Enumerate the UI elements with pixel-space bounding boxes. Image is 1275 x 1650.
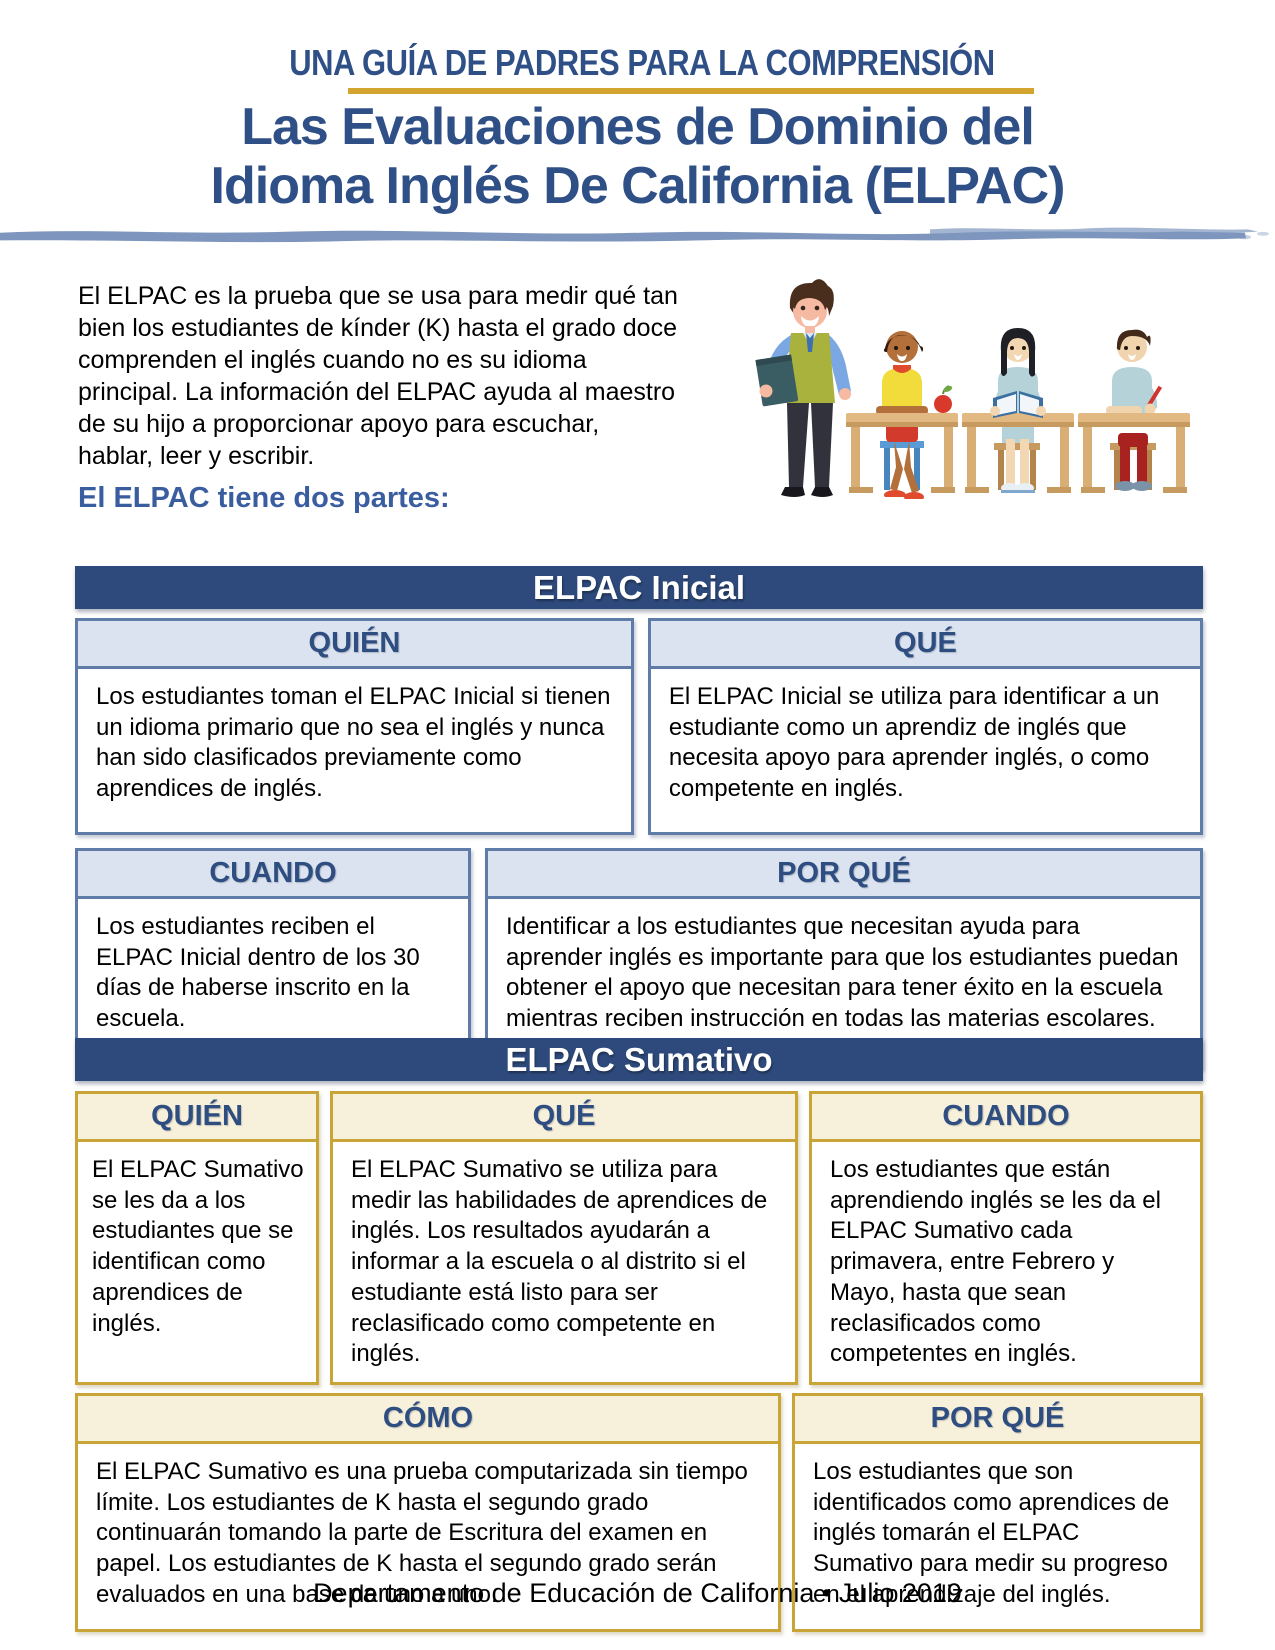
sumativo-cuando-cell: CUANDO Los estudiantes que están aprendi… (809, 1091, 1203, 1386)
sumativo-cuando-body: Los estudiantes que están aprendiendo in… (830, 1156, 1168, 1368)
sumativo-porque-cell: POR QUÉ Los estudiantes que son identifi… (792, 1393, 1203, 1633)
inicial-title-bar: ELPAC Inicial (75, 566, 1203, 609)
inicial-cuando-body: Los estudiantes reciben el ELPAC Inicial… (96, 913, 427, 1033)
classroom-illustration (755, 279, 1190, 502)
sumativo-row-2: CÓMO El ELPAC Sumativo es una prueba com… (75, 1393, 1203, 1633)
sumativo-quien-cell: QUIÉN El ELPAC Sumativo se les da a los … (75, 1091, 319, 1386)
brushstroke-divider (0, 227, 1269, 243)
title-line-2: Idioma Inglés De California (ELPAC) (210, 156, 1066, 215)
inicial-porque-cell: POR QUÉ Identificar a los estudiantes qu… (485, 848, 1203, 1069)
two-parts-heading: El ELPAC tiene dos partes: (78, 482, 450, 514)
sumativo-que-header: QUÉ (333, 1094, 795, 1142)
page-title: Las Evaluaciones de Dominio del Idioma I… (0, 98, 1275, 216)
inicial-que-body: El ELPAC Inicial se utiliza para identif… (668, 683, 1167, 803)
inicial-porque-header: POR QUÉ (488, 851, 1200, 899)
inicial-row-1: QUIÉN Los estudiantes toman el ELPAC Ini… (75, 618, 1203, 835)
inicial-quien-body: Los estudiantes toman el ELPAC Inicial s… (96, 683, 618, 803)
section-elpac-inicial: ELPAC Inicial QUIÉN Los estudiantes toma… (75, 566, 1203, 1069)
inicial-cuando-header: CUANDO (78, 851, 468, 899)
teacher-figure (755, 279, 851, 497)
sumativo-porque-header: POR QUÉ (795, 1396, 1200, 1445)
sumativo-quien-body: El ELPAC Sumativo se les da a los estudi… (92, 1156, 311, 1337)
sumativo-quien-header: QUIÉN (78, 1094, 316, 1142)
student-at-desk-1 (846, 331, 958, 502)
footer-text: Departamento de Educación de California … (313, 1578, 962, 1608)
inicial-que-header: QUÉ (650, 621, 1200, 669)
student-at-desk-3 (1078, 329, 1190, 493)
kicker: UNA GUÍA DE PADRES PARA LA COMPRENSIÓN (289, 42, 995, 83)
inicial-quien-header: QUIÉN (78, 621, 631, 669)
inicial-que-cell: QUÉ El ELPAC Inicial se utiliza para ide… (647, 618, 1203, 835)
inicial-quien-cell: QUIÉN Los estudiantes toman el ELPAC Ini… (75, 618, 634, 835)
inicial-porque-body: Identificar a los estudiantes que necesi… (506, 913, 1186, 1033)
section-elpac-sumativo: ELPAC Sumativo QUIÉN El ELPAC Sumativo s… (75, 1038, 1203, 1633)
gold-rule (348, 88, 1034, 94)
sumativo-que-body: El ELPAC Sumativo se utiliza para medir … (351, 1156, 774, 1368)
title-line-1: Las Evaluaciones de Dominio del (241, 98, 1035, 156)
sumativo-title-bar: ELPAC Sumativo (75, 1038, 1203, 1081)
student-at-desk-2 (962, 328, 1074, 493)
sumativo-porque-body: Los estudiantes que son identificados co… (813, 1458, 1176, 1608)
sumativo-cuando-header: CUANDO (812, 1094, 1200, 1142)
inicial-row-2: CUANDO Los estudiantes reciben el ELPAC … (75, 848, 1203, 1069)
inicial-cuando-cell: CUANDO Los estudiantes reciben el ELPAC … (75, 848, 471, 1069)
intro-paragraph: El ELPAC es la prueba que se usa para me… (78, 282, 678, 470)
sumativo-como-cell: CÓMO El ELPAC Sumativo es una prueba com… (75, 1393, 781, 1633)
sumativo-que-cell: QUÉ El ELPAC Sumativo se utiliza para me… (330, 1091, 798, 1386)
sumativo-row-1: QUIÉN El ELPAC Sumativo se les da a los … (75, 1091, 1203, 1386)
sumativo-como-body: El ELPAC Sumativo es una prueba computar… (96, 1458, 755, 1608)
sumativo-como-header: CÓMO (78, 1396, 778, 1445)
